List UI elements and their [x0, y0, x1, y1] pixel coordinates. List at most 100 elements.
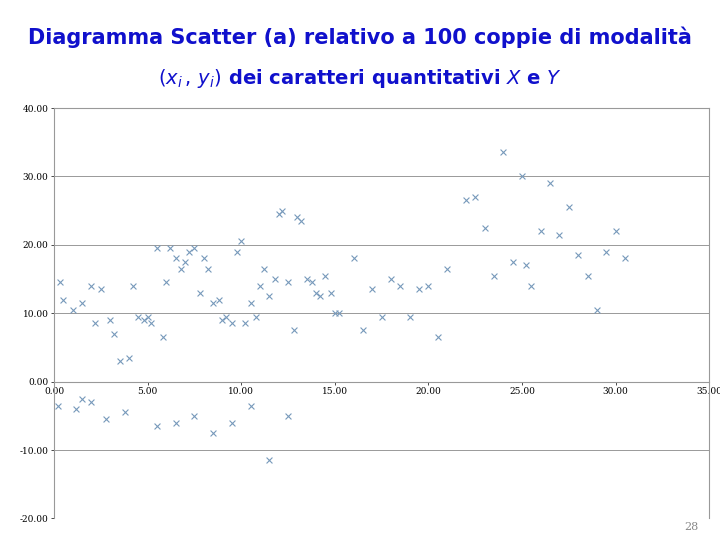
Point [213, 295, 225, 304]
Point [142, 312, 153, 321]
Point [71, 404, 82, 413]
Point [202, 265, 213, 273]
Point [86, 398, 97, 407]
Point [151, 244, 163, 253]
Point [254, 281, 266, 290]
Point [258, 265, 269, 273]
Point [307, 278, 318, 287]
Point [610, 227, 621, 235]
Point [479, 224, 490, 232]
Point [385, 275, 397, 284]
Point [554, 230, 565, 239]
Point [460, 196, 472, 205]
Point [516, 172, 528, 181]
Point [269, 275, 281, 284]
Point [67, 306, 78, 314]
Point [95, 285, 107, 294]
Point [194, 288, 206, 297]
Point [245, 299, 256, 307]
Point [58, 295, 69, 304]
Point [563, 203, 575, 212]
Point [273, 210, 284, 218]
Point [179, 258, 191, 266]
Point [239, 319, 251, 328]
Point [132, 312, 144, 321]
Point [170, 418, 181, 427]
Point [220, 312, 232, 321]
Point [348, 254, 359, 263]
Point [164, 244, 176, 253]
Point [264, 292, 275, 300]
Point [245, 401, 256, 410]
Point [301, 275, 312, 284]
Point [325, 288, 337, 297]
Point [89, 319, 101, 328]
Point [441, 265, 453, 273]
Point [114, 357, 125, 366]
Point [207, 429, 219, 437]
Point [282, 411, 294, 420]
Point [235, 237, 247, 246]
Point [183, 247, 194, 256]
Text: 28: 28 [684, 522, 698, 532]
Point [151, 422, 163, 430]
Point [282, 278, 294, 287]
Point [226, 319, 238, 328]
Point [535, 227, 546, 235]
Point [572, 251, 584, 259]
Point [161, 278, 172, 287]
Point [226, 418, 238, 427]
Point [469, 193, 481, 201]
Point [366, 285, 378, 294]
Point [507, 258, 518, 266]
Point [86, 281, 97, 290]
Point [123, 353, 135, 362]
Point [52, 401, 63, 410]
Point [520, 261, 531, 269]
Point [320, 271, 331, 280]
Point [138, 316, 150, 325]
Point [276, 206, 288, 215]
Point [217, 316, 228, 325]
Point [76, 299, 88, 307]
Point [357, 326, 369, 335]
Point [413, 285, 425, 294]
Point [310, 288, 322, 297]
Point [526, 281, 537, 290]
Point [157, 333, 168, 341]
Point [591, 306, 603, 314]
Point [498, 148, 509, 157]
Point [295, 217, 307, 225]
Point [314, 292, 325, 300]
Point [395, 281, 406, 290]
Point [582, 271, 593, 280]
Point [198, 254, 210, 263]
Point [423, 281, 434, 290]
Point [329, 309, 341, 318]
Point [104, 316, 116, 325]
Point [189, 244, 200, 253]
Point [600, 247, 612, 256]
Point [488, 271, 500, 280]
Point [251, 312, 262, 321]
Point [376, 312, 387, 321]
Point [207, 299, 219, 307]
Point [264, 456, 275, 464]
Point [404, 312, 415, 321]
Point [333, 309, 344, 318]
Point [145, 319, 157, 328]
Point [127, 281, 138, 290]
Point [292, 213, 303, 222]
Text: Diagramma Scatter (a) relativo a 100 coppie di modalità: Diagramma Scatter (a) relativo a 100 cop… [28, 27, 692, 49]
Point [288, 326, 300, 335]
Point [170, 254, 181, 263]
Point [619, 254, 631, 263]
Point [120, 408, 131, 417]
Point [76, 394, 88, 403]
Point [544, 179, 556, 187]
Point [189, 411, 200, 420]
Point [108, 329, 120, 338]
Point [54, 278, 66, 287]
Point [232, 247, 243, 256]
Point [432, 333, 444, 341]
